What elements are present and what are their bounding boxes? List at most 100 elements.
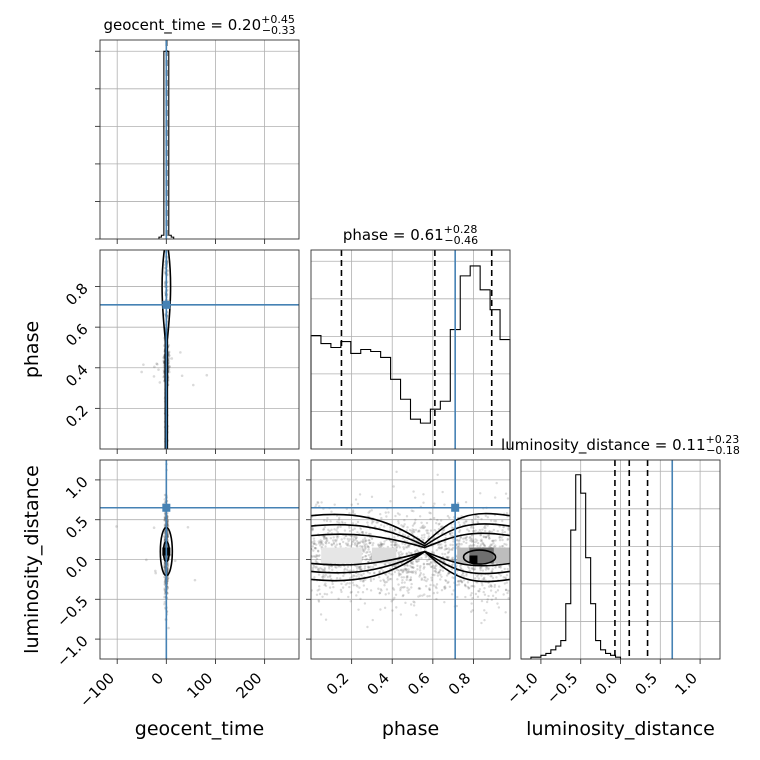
sample-point [316, 589, 319, 592]
sample-point [474, 538, 477, 541]
sample-point [387, 592, 391, 595]
sample-point [391, 587, 395, 590]
sample-point [370, 509, 373, 512]
sample-point [439, 573, 442, 576]
sample-point [435, 521, 438, 525]
sample-point [440, 588, 444, 592]
sample-point [476, 515, 479, 519]
sample-point [504, 588, 508, 592]
sample-point [317, 554, 320, 558]
sample-point [481, 542, 484, 545]
sample-point [459, 579, 463, 583]
sample-point [407, 535, 410, 538]
sample-point [392, 588, 396, 591]
sample-point [336, 527, 339, 530]
sample-point [433, 569, 436, 573]
sample-point [311, 541, 314, 544]
sample-point [392, 485, 395, 488]
sample-point [447, 571, 450, 575]
sample-point [393, 536, 396, 539]
sample-point [377, 587, 380, 590]
sample-point [444, 579, 447, 582]
sample-point [336, 531, 339, 534]
sample-point [313, 576, 316, 579]
sample-point [326, 531, 330, 535]
sample-point [483, 609, 486, 612]
sample-point [470, 591, 473, 595]
sample-point [357, 565, 361, 569]
sample-point [345, 568, 349, 571]
sample-point [353, 543, 357, 546]
sample-point [332, 536, 335, 539]
sample-point [359, 526, 362, 530]
sample-point [419, 526, 422, 529]
sample-point [432, 584, 435, 587]
sample-point [366, 545, 369, 549]
sample-point [423, 525, 427, 529]
sample-point [473, 585, 476, 588]
sample-point [343, 537, 346, 540]
sample-point [396, 578, 399, 581]
sample-point [480, 574, 483, 577]
contour-line [462, 549, 497, 565]
sample-point [451, 556, 455, 560]
sample-point [323, 536, 326, 539]
sample-point [316, 549, 320, 553]
sample-point [398, 531, 401, 534]
sample-point [501, 519, 504, 523]
sample-point [364, 578, 367, 581]
sample-point [500, 545, 504, 548]
sample-point [414, 518, 417, 521]
sample-point [350, 543, 354, 546]
sample-point [469, 539, 472, 542]
sample-point [389, 526, 392, 529]
sample-point [363, 567, 366, 570]
sample-point [166, 568, 170, 571]
sample-point [500, 536, 503, 539]
sample-point [418, 515, 422, 518]
sample-point [409, 561, 413, 564]
sample-point [450, 534, 453, 537]
sample-point [437, 528, 441, 531]
sample-point [359, 565, 362, 568]
sample-point [357, 566, 361, 569]
sample-point [440, 575, 443, 578]
sample-point [364, 531, 368, 535]
luminosity-distance-y-tick-label: 0.5 [62, 513, 92, 543]
sample-point [365, 557, 369, 561]
sample-point [368, 541, 371, 545]
sample-point [360, 574, 364, 577]
sample-point [423, 593, 426, 596]
sample-point [450, 557, 454, 560]
sample-point [335, 543, 339, 546]
sample-point [443, 586, 446, 589]
sample-point [474, 517, 477, 520]
sample-point [340, 538, 343, 541]
sample-point [162, 375, 165, 379]
sample-point [393, 596, 396, 600]
sample-point [463, 537, 467, 540]
sample-point [430, 576, 433, 579]
sample-point [466, 565, 470, 569]
sample-point [317, 550, 320, 553]
sample-point [506, 527, 510, 530]
sample-point [312, 555, 315, 558]
sample-point [349, 600, 352, 603]
sample-point [407, 545, 411, 548]
sample-point [498, 535, 501, 539]
sample-point [361, 547, 365, 551]
sample-point [477, 516, 480, 519]
sample-point [487, 567, 490, 571]
sample-point [367, 566, 370, 569]
sample-point [479, 533, 483, 537]
sample-point [363, 565, 367, 568]
sample-point [369, 579, 373, 583]
sample-point [316, 501, 320, 505]
sample-point [329, 537, 333, 540]
sample-point [353, 574, 356, 578]
sample-point [378, 545, 381, 548]
sample-point [496, 529, 500, 533]
sample-point [360, 567, 363, 571]
sample-point [324, 584, 328, 588]
sample-point [381, 542, 384, 546]
